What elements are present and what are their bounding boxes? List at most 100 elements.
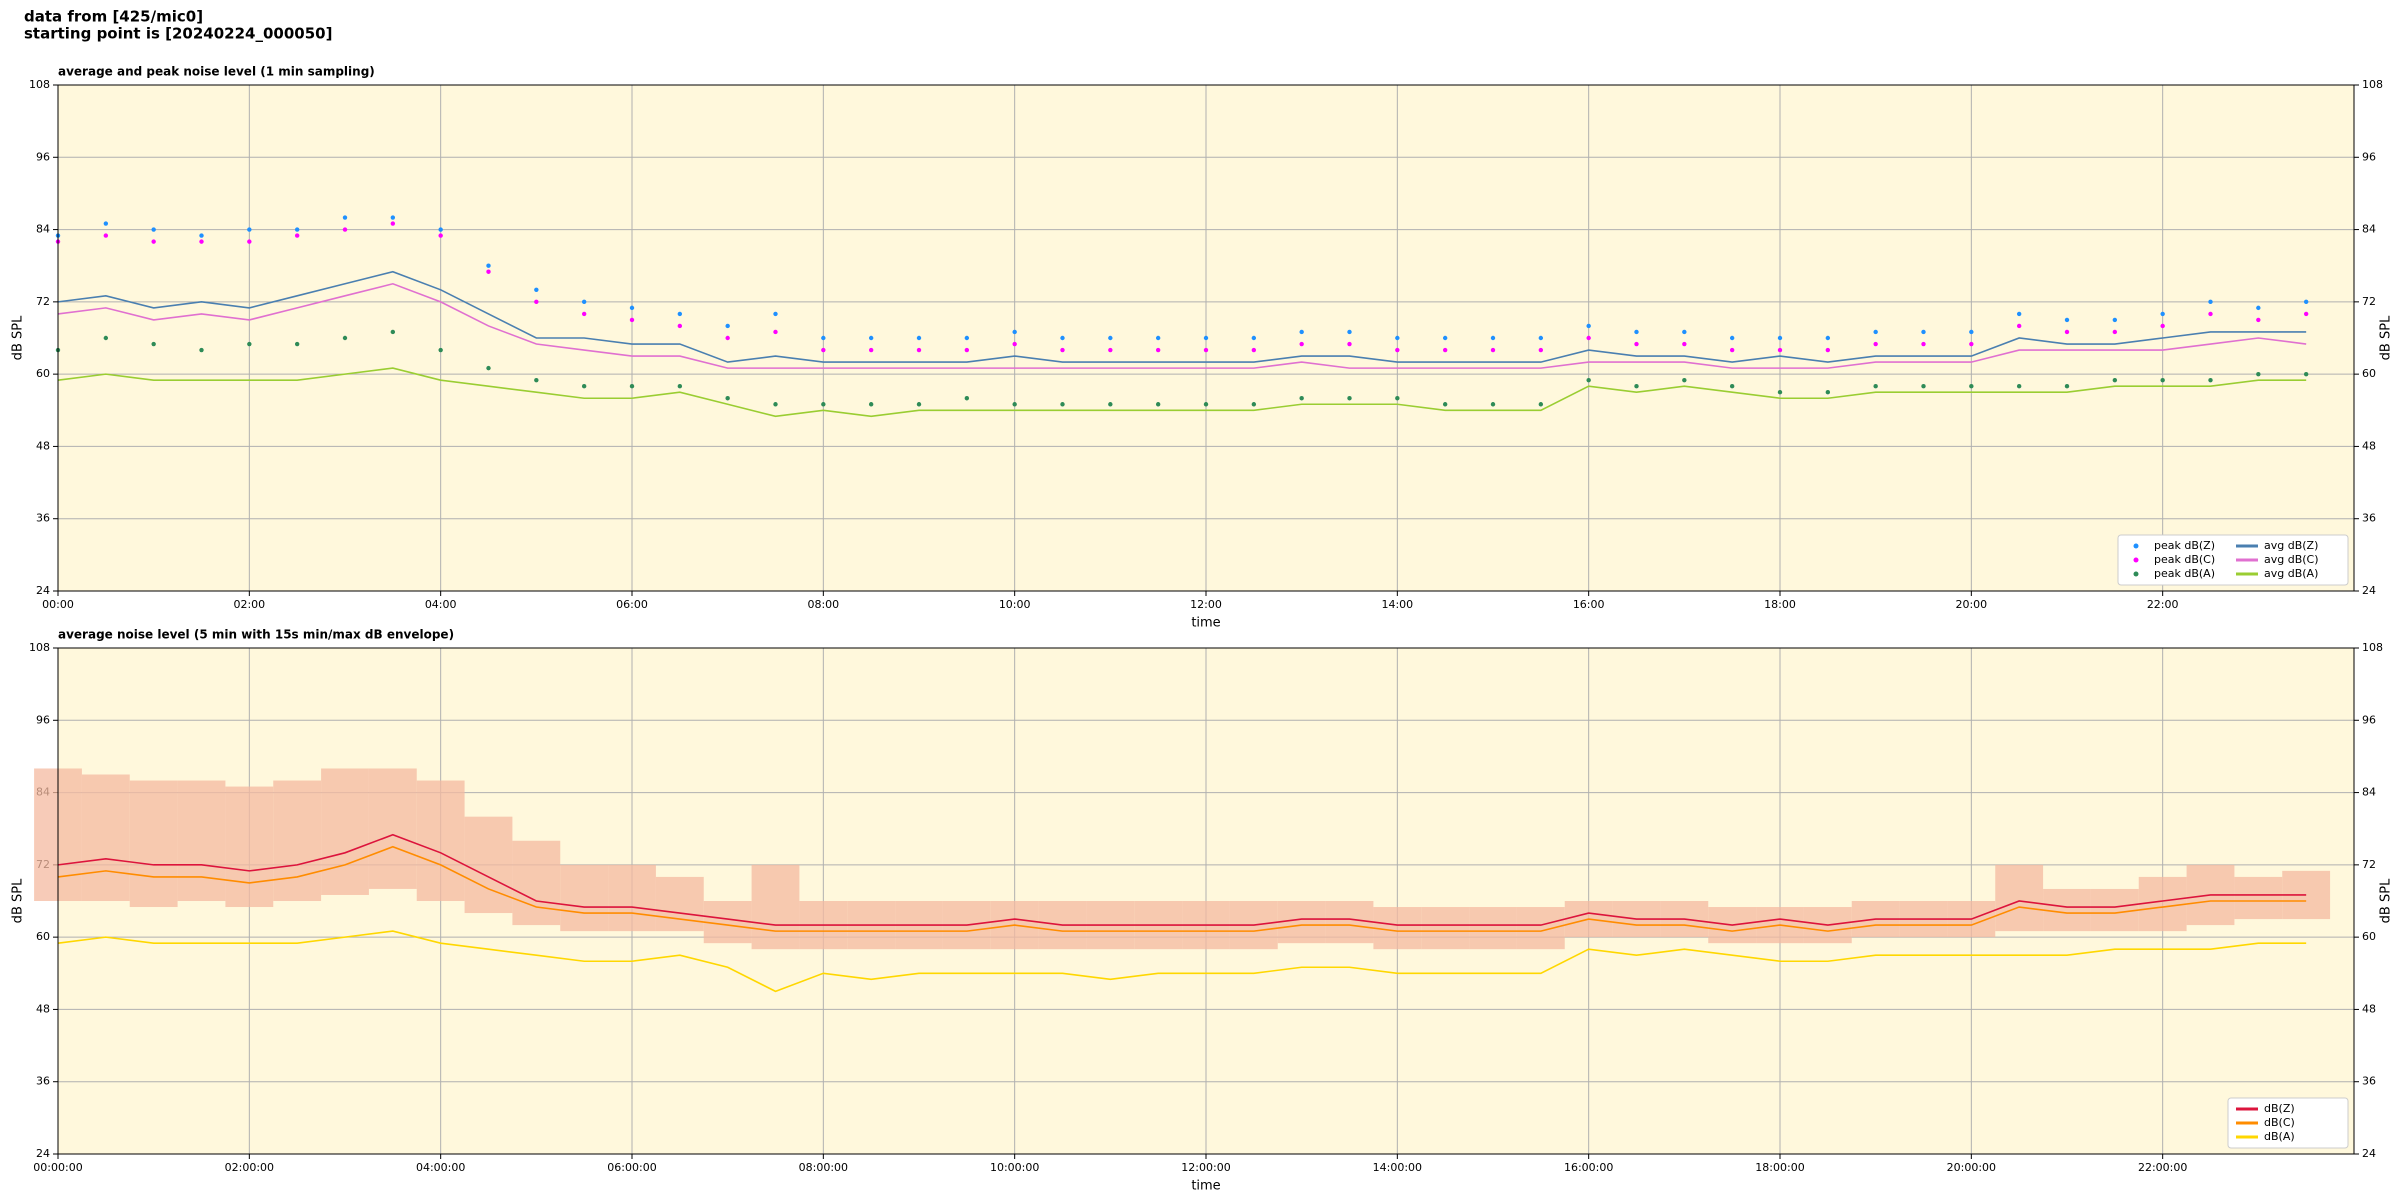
header-line: data from [425/mic0] [24, 8, 203, 26]
peak-point [2256, 317, 2261, 323]
peak-point [1442, 347, 1448, 353]
peak-point [1060, 335, 1065, 341]
peak-point [151, 239, 156, 244]
peak-point [725, 323, 730, 329]
x-tick-label: 02:00 [233, 598, 265, 611]
y-tick-label: 72 [36, 295, 50, 308]
peak-point [1299, 329, 1304, 335]
y-tick-label: 108 [2362, 78, 2383, 91]
peak-point [581, 311, 587, 317]
x-tick-label: 22:00:00 [2138, 1161, 2187, 1174]
peak-point [1634, 341, 1639, 347]
x-tick-label: 20:00 [1955, 598, 1987, 611]
envelope-band [1277, 901, 1326, 944]
y-tick-label: 24 [36, 584, 50, 597]
y-axis-label: dB SPL [2379, 878, 2394, 923]
envelope-band [321, 768, 369, 895]
peak-point [916, 402, 922, 407]
x-tick-label: 08:00 [807, 598, 839, 611]
peak-point [1682, 341, 1687, 347]
peak-point [1586, 377, 1591, 383]
y-tick-label: 60 [36, 930, 50, 943]
peak-point [151, 227, 156, 232]
y-tick-label: 96 [36, 713, 50, 726]
peak-point [1969, 341, 1974, 347]
peak-point [390, 215, 396, 220]
peak-point [1299, 341, 1304, 347]
peak-point [1825, 335, 1831, 341]
legend-label: avg dB(A) [2264, 567, 2318, 580]
peak-point [151, 341, 156, 347]
y-tick-label: 48 [2362, 1002, 2376, 1015]
peak-point [2112, 377, 2118, 383]
peak-point [103, 335, 109, 341]
envelope-band [1421, 907, 1470, 950]
peak-point [581, 383, 587, 389]
y-tick-label: 24 [2362, 584, 2376, 597]
peak-point [438, 227, 443, 232]
envelope-band [1373, 907, 1422, 950]
peak-point [1873, 329, 1878, 335]
x-tick-label: 04:00 [425, 598, 457, 611]
x-tick-label: 12:00 [1190, 598, 1222, 611]
peak-point [438, 347, 443, 353]
peak-point [2303, 299, 2309, 305]
peak-point [868, 347, 874, 353]
y-tick-label: 96 [2362, 713, 2376, 726]
x-tick-label: 00:00 [42, 598, 74, 611]
peak-point [1634, 383, 1639, 389]
x-tick-label: 08:00:00 [799, 1161, 848, 1174]
peak-point [2256, 305, 2261, 311]
y-tick-label: 60 [36, 367, 50, 380]
peak-point [2208, 299, 2213, 305]
envelope-band [1995, 864, 2044, 932]
peak-point [1060, 402, 1065, 407]
peak-point [581, 299, 587, 305]
peak-point [916, 347, 922, 353]
series-line [57, 367, 2307, 418]
legend-label: peak dB(Z) [2154, 539, 2215, 552]
envelope-band [655, 876, 704, 932]
peak-point [1490, 402, 1496, 407]
peak-point [1538, 402, 1544, 407]
y-axis-label: dB SPL [11, 315, 26, 360]
series-line [57, 833, 2307, 926]
peak-point [1873, 383, 1878, 389]
y-tick-label: 84 [2362, 786, 2376, 799]
peak-point [103, 233, 109, 238]
x-tick-label: 06:00 [616, 598, 648, 611]
x-tick-label: 02:00:00 [225, 1161, 274, 1174]
peak-point [1825, 347, 1831, 353]
legend-box [2117, 534, 2349, 586]
y-tick-label: 36 [2362, 1075, 2376, 1088]
envelope-band [703, 901, 752, 944]
y-tick-label: 84 [2362, 223, 2376, 236]
x-tick-label: 16:00 [1573, 598, 1605, 611]
peak-point [773, 311, 778, 317]
peak-point [2208, 311, 2213, 317]
peak-point [1777, 390, 1783, 395]
peak-point [1155, 335, 1161, 341]
envelope-band [177, 780, 226, 901]
peak-point [2064, 383, 2070, 389]
y-tick-label: 36 [36, 512, 50, 525]
legend-label: avg dB(Z) [2264, 539, 2318, 552]
peak-point [534, 377, 539, 383]
peak-point [2112, 329, 2118, 335]
peak-point [821, 335, 826, 341]
y-tick-label: 72 [2362, 858, 2376, 871]
envelope-band [751, 864, 800, 950]
peak-point [1586, 323, 1591, 329]
envelope-band [560, 864, 609, 932]
y-tick-label: 24 [36, 1147, 50, 1160]
peak-point [342, 215, 348, 220]
peak-point [964, 347, 970, 353]
peak-point [1490, 335, 1496, 341]
peak-point [1251, 402, 1257, 407]
peak-point [868, 402, 874, 407]
y-tick-label: 60 [2362, 930, 2376, 943]
peak-point [534, 287, 539, 293]
peak-point [2112, 317, 2118, 323]
envelope-band [368, 768, 417, 889]
